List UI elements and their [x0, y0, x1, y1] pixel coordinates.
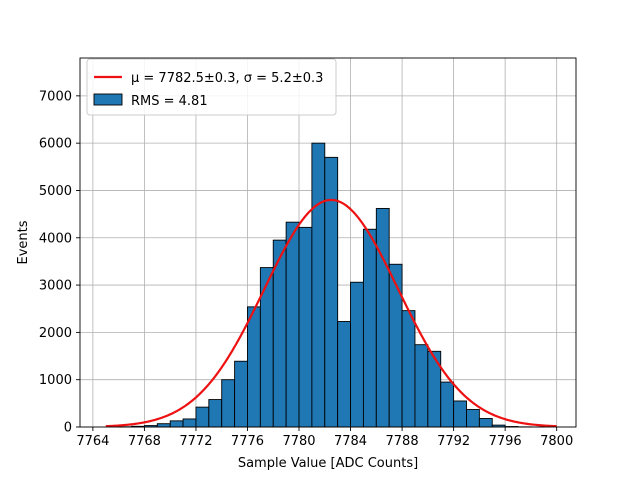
- x-axis-ticks: 7764 7768 7772 7776 7780 7784 7788 7792 7796 7800: [76, 427, 573, 449]
- y-axis-ticks: 0 1000 2000 3000 4000 5000 6000 7000: [39, 89, 80, 436]
- histogram-bar: [182, 418, 197, 428]
- y-tick-label: 5000: [39, 184, 72, 199]
- x-tick-label: 7792: [437, 434, 470, 449]
- histogram-bar: [453, 400, 467, 428]
- x-tick-label: 7768: [128, 434, 161, 449]
- y-tick-label: 3000: [39, 279, 72, 294]
- histogram-bars: [118, 142, 545, 428]
- histogram-bar: [478, 418, 493, 428]
- x-tick-label: 7772: [179, 434, 212, 449]
- x-tick-label: 7788: [386, 434, 419, 449]
- y-tick-label: 7000: [39, 89, 72, 104]
- histogram-bar: [362, 228, 377, 428]
- histogram-bar: [466, 409, 480, 428]
- legend-histogram-label: RMS = 4.81: [131, 94, 208, 109]
- y-tick-label: 4000: [39, 231, 72, 246]
- legend-fit-mu: μ = 7782.5±0.3,: [131, 71, 240, 86]
- x-axis-label: Sample Value [ADC Counts]: [238, 456, 418, 471]
- x-tick-label: 7796: [489, 434, 522, 449]
- histogram-bar: [388, 263, 403, 428]
- legend-fit-label: μ = 7782.5±0.3, σ = 5.2±0.3: [131, 71, 323, 86]
- plot-frame: [79, 57, 577, 428]
- histogram-bar: [169, 420, 184, 428]
- y-tick-label: 0: [64, 421, 72, 436]
- histogram-bar: [401, 310, 416, 428]
- histogram-bar: [234, 360, 248, 428]
- legend-fit-sigma: σ = 5.2±0.3: [244, 71, 324, 86]
- histogram-bar: [440, 381, 455, 428]
- y-tick-label: 2000: [39, 326, 72, 341]
- legend: μ = 7782.5±0.3, σ = 5.2±0.3 RMS = 4.81: [86, 58, 337, 116]
- x-tick-label: 7784: [334, 434, 367, 449]
- histogram-bar: [324, 156, 339, 428]
- histogram-bar: [375, 207, 390, 428]
- histogram-bar: [311, 142, 326, 428]
- histogram-bar: [414, 344, 429, 428]
- histogram-bar: [195, 406, 210, 428]
- legend-histogram-swatch: [93, 93, 123, 106]
- x-tick-label: 7776: [231, 434, 264, 449]
- x-tick-label: 7764: [76, 434, 109, 449]
- histogram-bar: [285, 221, 300, 428]
- y-tick-label: 1000: [39, 373, 72, 388]
- histogram-bar: [208, 399, 223, 428]
- histogram-bar: [337, 321, 351, 428]
- gaussian-fit-curve: [105, 198, 557, 428]
- legend-box: [86, 58, 337, 116]
- x-tick-label: 7780: [282, 434, 315, 449]
- histogram-bar: [156, 423, 171, 428]
- histogram-bar: [350, 281, 364, 428]
- y-tick-label: 6000: [39, 137, 72, 152]
- x-tick-label: 7800: [540, 434, 573, 449]
- histogram-bar: [298, 226, 313, 428]
- histogram-bar: [221, 379, 236, 428]
- y-axis-label: Events: [16, 220, 31, 264]
- histogram-bar: [247, 306, 261, 428]
